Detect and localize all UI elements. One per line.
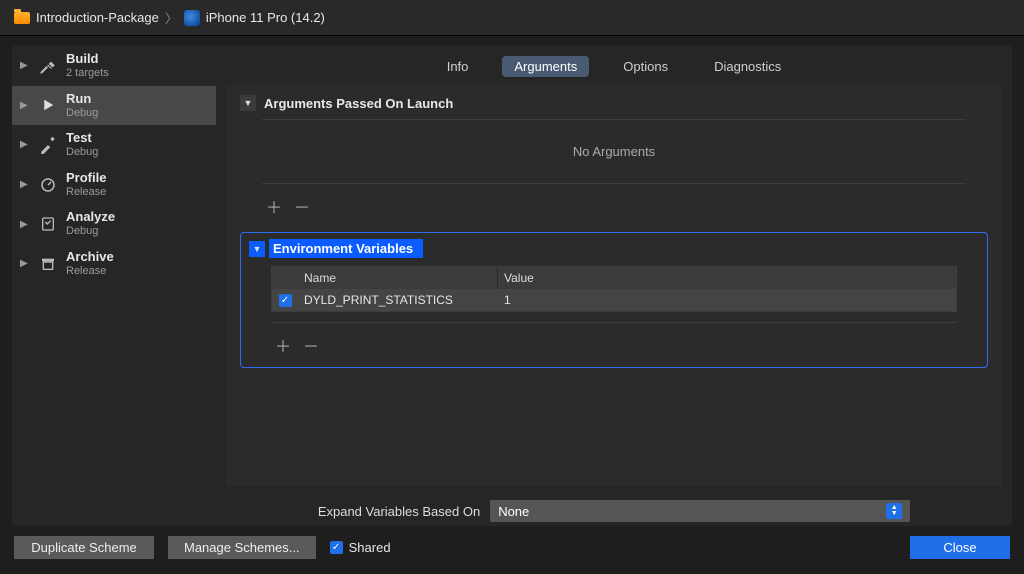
disclosure-arrow-icon: ▶ — [20, 100, 30, 111]
add-env-button[interactable]: ＋ — [275, 333, 291, 357]
no-arguments-placeholder: No Arguments — [262, 119, 966, 184]
sidebar-item-label: Archive — [66, 250, 114, 265]
wrench-icon — [38, 135, 58, 155]
sidebar-item-analyze[interactable]: ▶ Analyze Debug — [12, 204, 216, 244]
chevron-right-icon: 〉 — [165, 8, 178, 27]
updown-arrows-icon: ▲▼ — [886, 503, 902, 519]
sidebar-item-sublabel: Debug — [66, 225, 115, 238]
disclosure-arrow-icon: ▶ — [20, 60, 30, 71]
play-icon — [38, 95, 58, 115]
expand-variables-row: Expand Variables Based On None ▲▼ — [216, 486, 1012, 526]
tab-arguments[interactable]: Arguments — [502, 56, 589, 77]
expand-select-value: None — [498, 504, 529, 519]
shared-checkbox-group[interactable]: ✓ Shared — [330, 540, 391, 555]
env-value-cell[interactable]: 1 — [498, 289, 956, 311]
section-title: Environment Variables — [269, 239, 423, 258]
tab-options[interactable]: Options — [611, 56, 680, 77]
shared-checkbox[interactable]: ✓ — [330, 541, 343, 554]
shared-label: Shared — [349, 540, 391, 555]
archive-icon — [38, 254, 58, 274]
analyze-icon — [38, 214, 58, 234]
sidebar-item-build[interactable]: ▶ Build 2 targets — [12, 46, 216, 86]
environment-variables-section: ▼ Environment Variables Name Value ✓ DYL… — [240, 232, 988, 368]
disclosure-arrow-icon: ▶ — [20, 139, 30, 150]
disclosure-arrow-icon: ▶ — [20, 258, 30, 269]
gauge-icon — [38, 175, 58, 195]
duplicate-scheme-button[interactable]: Duplicate Scheme — [14, 536, 154, 559]
sidebar-item-run[interactable]: ▶ Run Debug — [12, 86, 216, 126]
sidebar-item-test[interactable]: ▶ Test Debug — [12, 125, 216, 165]
sidebar-item-sublabel: Debug — [66, 107, 98, 120]
sidebar-item-label: Build — [66, 52, 109, 67]
env-name-cell[interactable]: DYLD_PRINT_STATISTICS — [298, 289, 498, 311]
add-argument-button[interactable]: ＋ — [266, 194, 282, 218]
sidebar-item-label: Run — [66, 92, 98, 107]
hammer-icon — [38, 56, 58, 76]
sidebar-item-sublabel: Debug — [66, 146, 98, 159]
sidebar-item-label: Test — [66, 131, 98, 146]
expand-select[interactable]: None ▲▼ — [490, 500, 910, 522]
disclosure-triangle-icon[interactable]: ▼ — [240, 95, 256, 111]
arguments-section: ▼ Arguments Passed On Launch No Argument… — [240, 95, 988, 218]
disclosure-triangle-icon[interactable]: ▼ — [249, 241, 265, 257]
tab-diagnostics[interactable]: Diagnostics — [702, 56, 793, 77]
remove-env-button[interactable]: － — [303, 333, 319, 357]
sidebar-item-archive[interactable]: ▶ Archive Release — [12, 244, 216, 284]
section-title: Arguments Passed On Launch — [264, 96, 453, 111]
sidebar-item-sublabel: Release — [66, 186, 106, 199]
sidebar-item-sublabel: Release — [66, 265, 114, 278]
table-row[interactable]: ✓ DYLD_PRINT_STATISTICS 1 — [272, 289, 956, 311]
tab-info[interactable]: Info — [435, 56, 481, 77]
close-button[interactable]: Close — [910, 536, 1010, 559]
column-value[interactable]: Value — [498, 267, 956, 289]
expand-label: Expand Variables Based On — [318, 504, 480, 519]
disclosure-arrow-icon: ▶ — [20, 219, 30, 230]
sidebar-item-label: Analyze — [66, 210, 115, 225]
footer: Duplicate Scheme Manage Schemes... ✓ Sha… — [0, 526, 1024, 569]
sidebar-item-label: Profile — [66, 171, 106, 186]
disclosure-arrow-icon: ▶ — [20, 179, 30, 190]
column-name[interactable]: Name — [298, 267, 498, 289]
breadcrumb: Introduction-Package 〉 iPhone 11 Pro (14… — [0, 0, 1024, 36]
tab-bar: Info Arguments Options Diagnostics — [216, 46, 1012, 85]
breadcrumb-project[interactable]: Introduction-Package — [36, 10, 159, 25]
table-header: Name Value — [272, 267, 956, 289]
breadcrumb-device[interactable]: iPhone 11 Pro (14.2) — [206, 10, 325, 25]
env-table: Name Value ✓ DYLD_PRINT_STATISTICS 1 — [271, 266, 957, 312]
device-icon — [184, 10, 200, 26]
scheme-sidebar: ▶ Build 2 targets ▶ Run Debug ▶ — [12, 46, 216, 526]
remove-argument-button[interactable]: － — [294, 194, 310, 218]
row-checkbox[interactable]: ✓ — [279, 294, 292, 307]
sidebar-item-sublabel: 2 targets — [66, 67, 109, 80]
sidebar-item-profile[interactable]: ▶ Profile Release — [12, 165, 216, 205]
manage-schemes-button[interactable]: Manage Schemes... — [168, 536, 316, 559]
project-icon — [14, 12, 30, 24]
